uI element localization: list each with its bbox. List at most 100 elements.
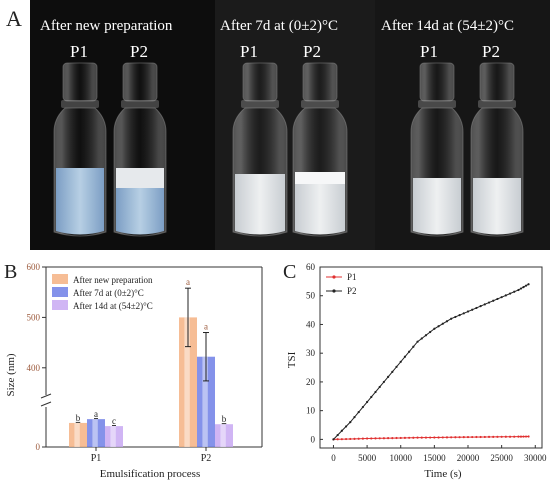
data-point [433,436,436,439]
data-point [424,334,428,337]
data-point [387,437,390,440]
data-point [344,437,348,441]
data-point [450,317,453,320]
significance-letter: c [112,416,116,426]
data-point [508,435,512,438]
vial-label-c-p1: P1 [420,42,438,61]
data-point [420,436,423,439]
data-point [344,425,348,428]
vial-liquid [235,174,285,235]
data-point [504,435,507,438]
panel-c-letter: C [283,261,296,283]
bar-highlight [220,424,226,447]
bar-y-tick-label: 500 [27,312,41,322]
data-point [416,436,419,439]
data-point [508,292,512,295]
data-point [408,350,411,353]
line-chart: C 0 5000 10000 15000 20000 25000 30000 0 10 20 30 4… [283,261,547,480]
vial-photo: A After new preparation After 7d at (0±2… [0,0,550,250]
significance-letter: b [222,414,227,424]
data-point [340,438,343,441]
bar [105,426,123,447]
bar-highlight [110,426,116,447]
data-point [492,299,495,302]
legend-entry: P1 [347,272,357,282]
significance-letter: a [204,322,208,332]
line-y-tick-label: 60 [306,262,316,272]
data-point [370,395,373,399]
bar-y-tick-label: 0 [36,442,41,452]
data-point [462,436,465,439]
vial-liquid [56,168,104,235]
vial [470,62,524,237]
data-point [458,314,461,317]
bar-chart: B 0 400 500 600 b a c P1 a a b P2 After new preparat… [4,261,263,480]
data-point [483,303,486,306]
data-point [353,437,356,440]
line-x-tick-label: 20000 [457,453,480,463]
data-point [496,435,499,438]
bar-y-label: Size (nm) [5,353,17,396]
line-x-tick-label: 15000 [423,453,446,463]
data-point [445,320,449,323]
photo-panel: A After new preparation After 7d at (0±2… [0,0,550,250]
axis-break-mark [40,401,52,407]
bar-y-tick-label: 600 [27,262,41,272]
data-point [517,288,520,292]
data-point [424,436,428,439]
data-point [524,284,528,287]
line-y-tick-label: 20 [306,377,316,387]
data-point [349,437,352,441]
data-point [387,375,390,378]
data-point [475,435,478,439]
data-point [519,435,523,438]
data-point [391,436,394,440]
line-x-tick-label: 30000 [524,453,547,463]
axis-break-gap [42,395,50,407]
data-point [500,296,503,299]
data-point [522,286,525,289]
data-point [504,294,507,297]
data-point [517,435,520,438]
caption-14d: After 14d at (54±2)°C [381,18,514,34]
bar-x-tick-label: P1 [91,453,102,464]
axis-break-mark [40,393,52,399]
line-y-tick-label: 30 [306,348,316,358]
data-point [391,370,394,373]
data-point [361,437,364,440]
data-point [527,283,530,286]
vial [53,62,107,237]
data-point [522,435,525,438]
data-point [340,429,343,432]
data-point [487,435,491,439]
vial-neck [302,62,338,102]
vial [113,62,167,237]
data-point [399,360,402,363]
data-point [378,437,381,440]
bar-highlight [202,356,208,447]
data-point [395,436,398,440]
data-point [403,355,407,358]
data-point [433,327,436,330]
legend-swatch [52,300,68,310]
vial-cream-layer [295,172,345,184]
line-y-tick-label: 50 [306,291,316,301]
line-x-label: Time (s) [424,468,462,480]
data-point [492,435,495,438]
vial-neck [242,62,278,102]
legend-swatch [52,274,68,284]
vial [292,62,348,237]
data-point [399,436,402,440]
vial-lip [61,100,99,108]
vial-liquid [295,172,345,235]
data-point [395,365,398,368]
line-y-tick-label: 10 [306,406,316,416]
vial-cream-layer [116,168,164,188]
bar-x-tick-label: P2 [201,453,212,464]
data-point [382,380,386,384]
data-point [374,390,377,394]
data-point [524,435,528,438]
data-point [466,435,470,439]
vial-liquid [413,178,461,235]
data-point [500,435,503,438]
